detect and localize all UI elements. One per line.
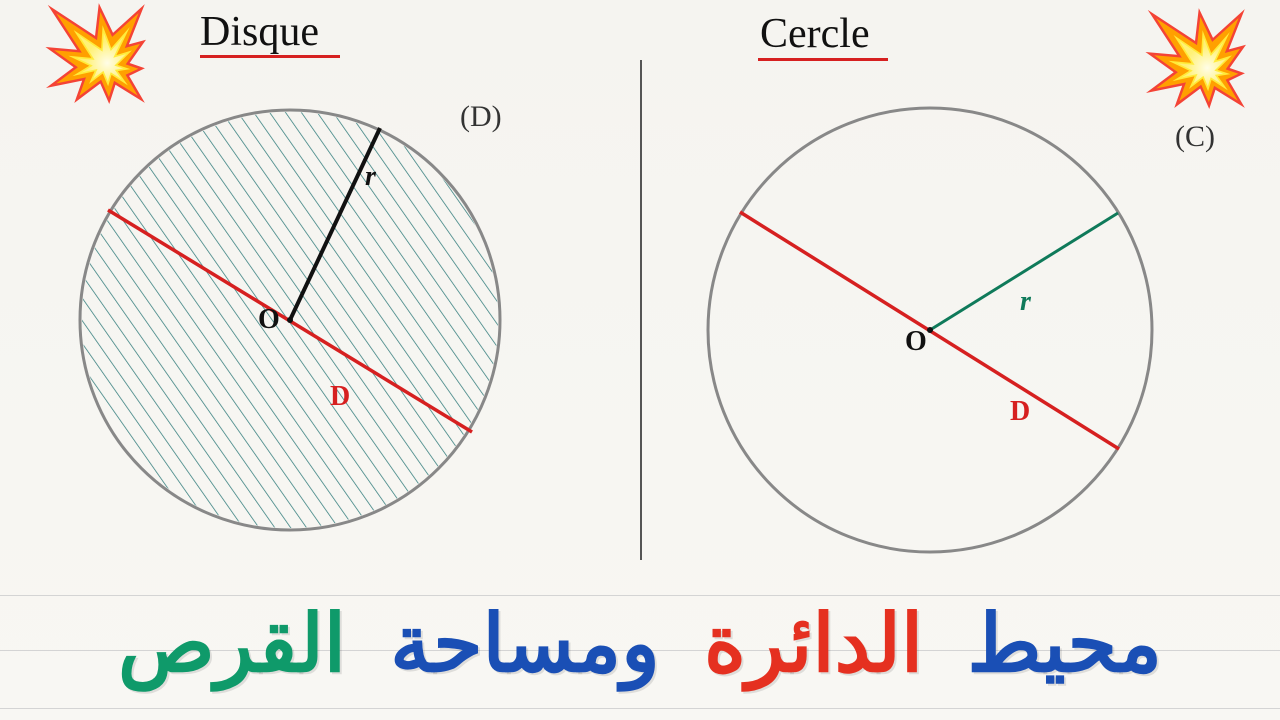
disque-center-label: O: [258, 304, 280, 335]
paper-line: [0, 708, 1280, 709]
arabic-word-4: القرص: [118, 597, 346, 690]
arabic-word-3: ومساحة: [390, 597, 660, 690]
paper-line: [0, 595, 1280, 596]
cercle-diameter-label: D: [1010, 396, 1030, 427]
arabic-title: محيط الدائرة ومساحة القرص: [0, 597, 1280, 690]
cercle-radius-label: r: [1020, 286, 1032, 317]
arabic-word-2: الدائرة: [704, 597, 923, 690]
disque-center-dot: [287, 317, 293, 323]
arabic-word-1: محيط: [967, 597, 1162, 690]
cercle-center-label: O: [905, 326, 927, 357]
disque-diameter-label: D: [330, 381, 350, 412]
cercle-center-dot: [927, 327, 933, 333]
disque-diagram: O r D: [0, 0, 640, 560]
cercle-diagram: O r D: [640, 0, 1280, 580]
disque-radius-label: r: [365, 161, 377, 192]
